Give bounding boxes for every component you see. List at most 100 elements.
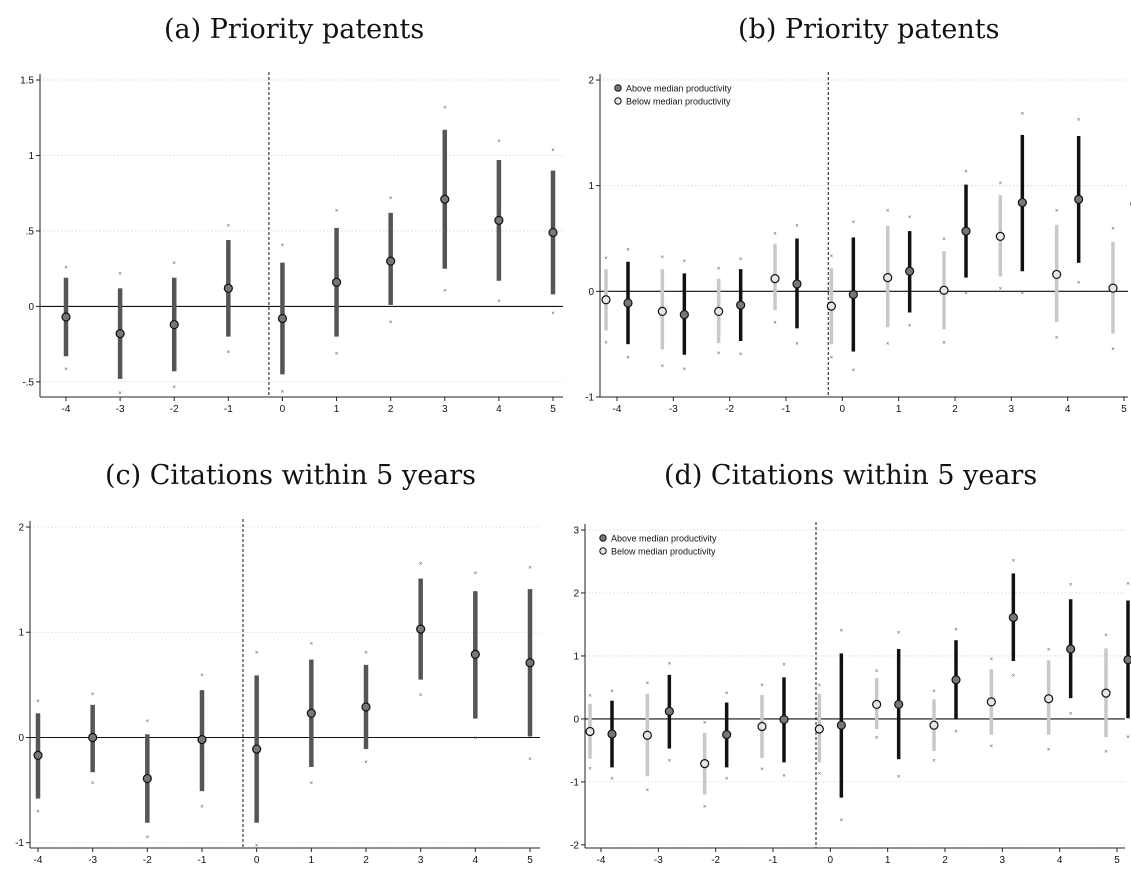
- point-estimate: [1008, 612, 1018, 623]
- point-estimate: [722, 730, 732, 740]
- x-tick-label: -2: [725, 404, 734, 415]
- x-tick-label: -3: [669, 404, 678, 415]
- outer-bound-marker: ×: [146, 835, 150, 841]
- outer-bound-marker: ×: [990, 657, 994, 663]
- point-estimate: [664, 706, 674, 716]
- legend-label: Below median productivity: [626, 96, 731, 106]
- outer-bound-marker: ×: [227, 350, 231, 356]
- x-tick-label: -1: [782, 404, 791, 415]
- outer-bound-marker: ×: [497, 139, 501, 145]
- outer-bound-marker: ×: [908, 324, 912, 330]
- point-estimate: [601, 295, 611, 305]
- point-estimate: [361, 702, 371, 712]
- y-tick-label: 0: [28, 302, 34, 313]
- outer-bound-marker: ×: [1047, 648, 1051, 654]
- outer-bound-marker: ×: [668, 661, 672, 667]
- point-estimate: [1074, 194, 1084, 205]
- outer-bound-marker: ×: [683, 259, 687, 265]
- outer-bound-marker: ×: [281, 243, 285, 249]
- outer-bound-marker: ×: [818, 683, 822, 689]
- point-estimate: [61, 312, 71, 322]
- outer-bound-marker: ×: [227, 223, 231, 229]
- outer-bound-marker: ×: [646, 681, 650, 687]
- point-estimate: [894, 699, 904, 710]
- point-estimate: [1101, 688, 1111, 698]
- x-tick-label: -1: [769, 855, 778, 866]
- outer-bound-marker: ×: [954, 729, 958, 735]
- point-estimate: [169, 319, 179, 330]
- outer-bound-marker: ×: [932, 758, 936, 764]
- point-estimate: [525, 658, 535, 668]
- point-estimate: [951, 675, 961, 685]
- x-tick-label: 0: [840, 404, 846, 415]
- outer-bound-marker: ×: [604, 256, 608, 262]
- legend-label: Above median productivity: [611, 533, 717, 543]
- y-tick-label: -1: [15, 838, 24, 849]
- outer-bound-marker: ×: [725, 777, 729, 783]
- x-tick-label: 1: [885, 855, 891, 866]
- outer-bound-marker: ×: [528, 757, 532, 763]
- outer-bound-marker: ×: [897, 775, 901, 781]
- point-estimate: [814, 724, 824, 734]
- x-tick-label: 1: [896, 404, 902, 415]
- outer-bound-marker: ×: [646, 788, 650, 794]
- outer-bound-marker: ×: [1047, 748, 1051, 754]
- outer-bound-marker: ×: [999, 287, 1003, 293]
- point-estimate: [277, 313, 288, 324]
- outer-bound-marker: ×: [964, 291, 968, 297]
- outer-bound-marker: ×: [942, 341, 946, 347]
- y-tick-label: -1: [570, 777, 579, 788]
- point-estimate: [883, 272, 893, 283]
- x-tick-label: 1: [309, 855, 315, 866]
- outer-bound-marker: ×: [760, 683, 764, 689]
- x-tick-label: 3: [418, 855, 424, 866]
- panel-a-title: (a) Priority patents: [164, 14, 425, 45]
- y-tick-label: -.5: [22, 377, 34, 388]
- outer-bound-marker: ×: [782, 663, 786, 669]
- point-estimate: [1066, 644, 1076, 654]
- outer-bound-marker: ×: [760, 767, 764, 773]
- point-estimate: [679, 309, 689, 320]
- y-tick-label: 1: [573, 651, 579, 662]
- outer-bound-marker: ×: [172, 261, 176, 267]
- point-estimate: [494, 215, 504, 225]
- x-tick-label: 2: [388, 404, 394, 415]
- x-tick-label: -2: [170, 404, 179, 415]
- point-estimate: [848, 289, 858, 300]
- outer-bound-marker: ×: [604, 341, 608, 347]
- outer-bound-marker: ×: [255, 651, 259, 657]
- outer-bound-marker: ×: [419, 693, 423, 699]
- x-tick-label: -3: [654, 855, 663, 866]
- outer-bound-marker: ×: [773, 320, 777, 326]
- chart-a: -.5 0 .5 1 1.5 -4 -3 -2 -1 0 1 2 3 4 5 × × × × × × × × × × × × × × × ×…: [20, 72, 563, 415]
- point-estimate: [1123, 655, 1131, 665]
- outer-bound-marker: ×: [990, 744, 994, 750]
- outer-bound-marker: ×: [852, 368, 856, 374]
- outer-bound-marker: ×: [389, 196, 393, 202]
- outer-bound-marker: ×: [419, 561, 423, 567]
- outer-bound-marker: ×: [281, 389, 285, 395]
- y-tick-label: 2: [573, 588, 579, 599]
- point-estimate: [792, 279, 802, 289]
- x-tick-label: 4: [1065, 404, 1071, 415]
- y-tick-label: 3: [573, 526, 579, 537]
- outer-bound-marker: ×: [443, 288, 447, 294]
- point-estimate: [872, 699, 882, 710]
- outer-bound-marker: ×: [118, 391, 122, 397]
- x-tick-label: 3: [1009, 404, 1015, 415]
- outer-bound-marker: ×: [717, 267, 721, 273]
- legend-label: Below median productivity: [611, 546, 716, 556]
- x-tick-label: 4: [496, 404, 502, 415]
- x-tick-label: 2: [363, 855, 369, 866]
- outer-bound-marker: ×: [626, 248, 630, 254]
- y-tick-label: 0: [588, 287, 594, 298]
- x-tick-label: -4: [62, 404, 71, 415]
- outer-bound-marker: ×: [118, 272, 122, 278]
- outer-bound-marker: ×: [497, 299, 501, 305]
- point-estimate: [836, 720, 846, 730]
- outer-bound-marker: ×: [1012, 559, 1016, 565]
- point-estimate: [470, 649, 480, 659]
- chart-b: -1 0 1 2 -4 -3 -2 -1 0 1 2 3 4 5 × × × × × × × × × × × × × × × × × × × × ×…: [585, 72, 1131, 415]
- point-estimate: [826, 301, 836, 311]
